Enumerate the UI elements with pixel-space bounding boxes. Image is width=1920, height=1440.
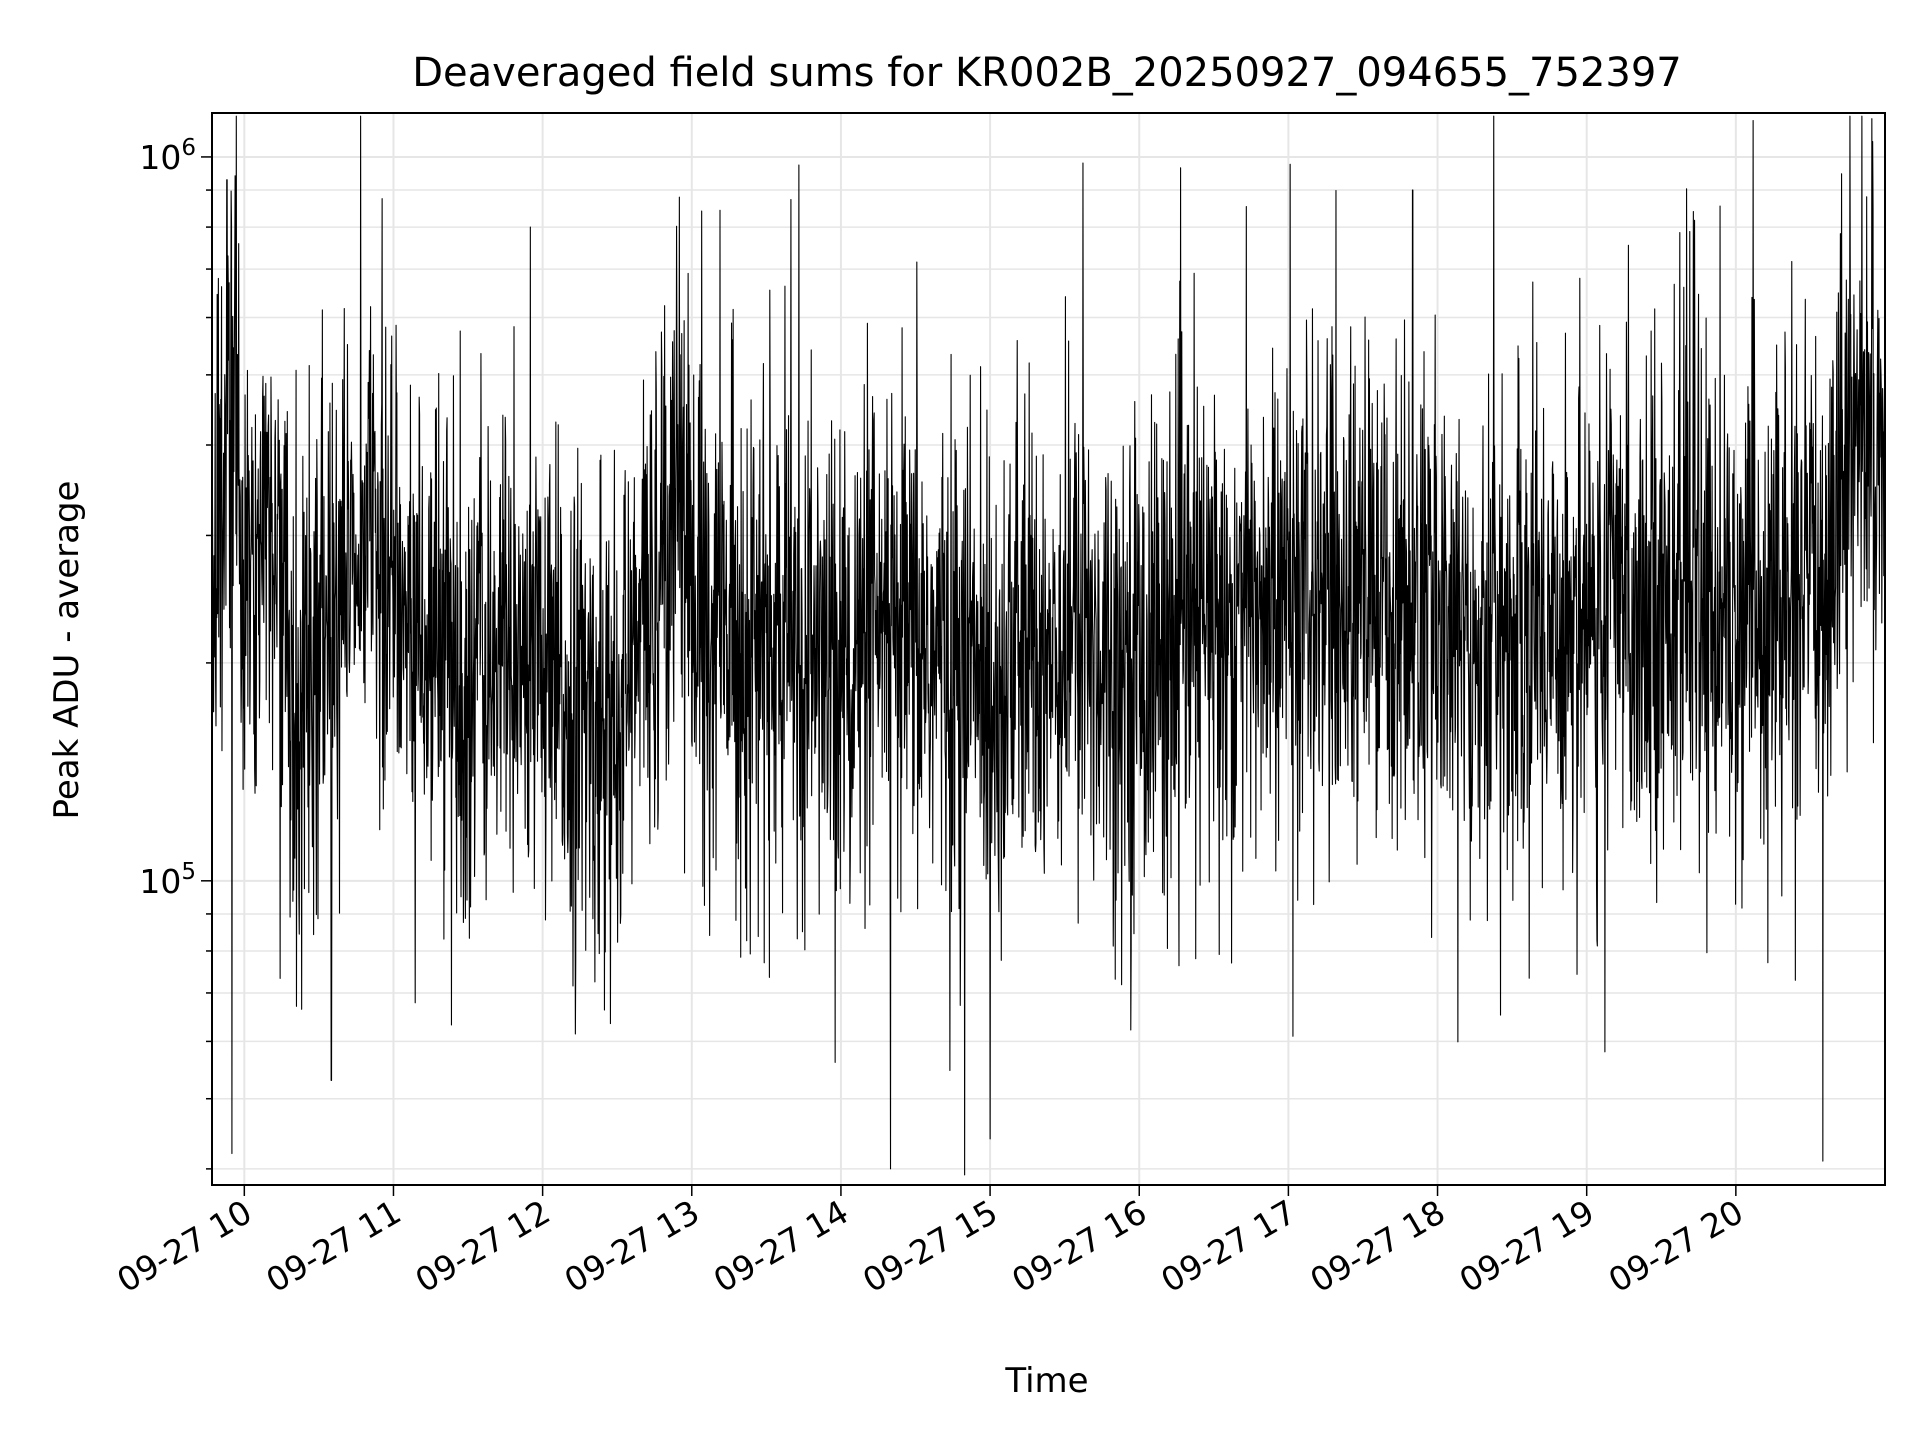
x-axis-label: Time [1004, 1361, 1088, 1401]
y-tick-base: 10 [139, 138, 181, 177]
series-layer [211, 115, 1886, 1176]
y-tick-label: 105 [139, 859, 196, 901]
chart-title: Deaveraged field sums for KR002B_2025092… [412, 50, 1682, 96]
y-tick-exponent: 6 [181, 135, 196, 161]
plot-frame [211, 112, 1886, 1186]
y-tick-exponent: 5 [181, 859, 196, 885]
series-line [211, 115, 1886, 1176]
y-tick-base: 10 [139, 862, 181, 901]
y-axis-label: Peak ADU - average [47, 481, 87, 820]
y-tick-label: 106 [139, 135, 196, 177]
